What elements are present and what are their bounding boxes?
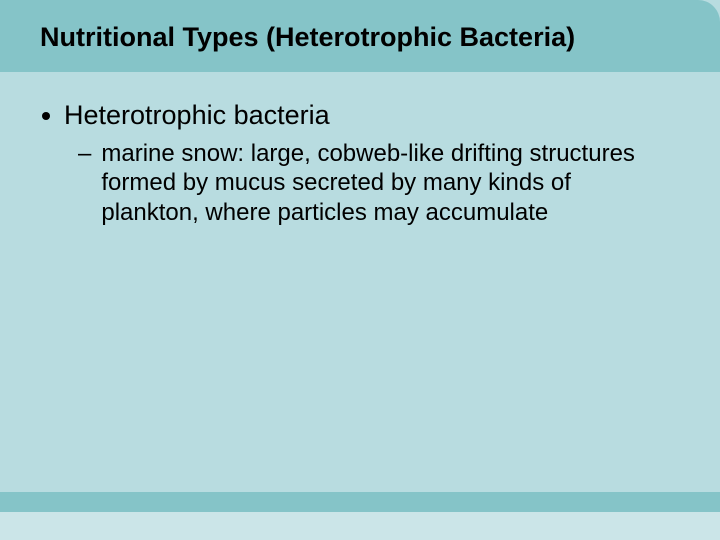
footer-stripe-light (0, 512, 720, 540)
bullet-dot-icon (42, 112, 50, 120)
footer-stripe-dark (0, 492, 720, 512)
bullet-l1-text: Heterotrophic bacteria (64, 100, 330, 131)
bullet-dash-icon: – (78, 139, 91, 168)
slide: Nutritional Types (Heterotrophic Bacteri… (0, 0, 720, 540)
bullet-level-1: Heterotrophic bacteria (42, 100, 678, 131)
slide-title: Nutritional Types (Heterotrophic Bacteri… (40, 22, 575, 53)
bullet-level-2: – marine snow: large, cobweb-like drifti… (78, 139, 678, 227)
bullet-l2-text: marine snow: large, cobweb-like drifting… (101, 139, 648, 227)
content-area: Heterotrophic bacteria – marine snow: la… (0, 72, 720, 492)
